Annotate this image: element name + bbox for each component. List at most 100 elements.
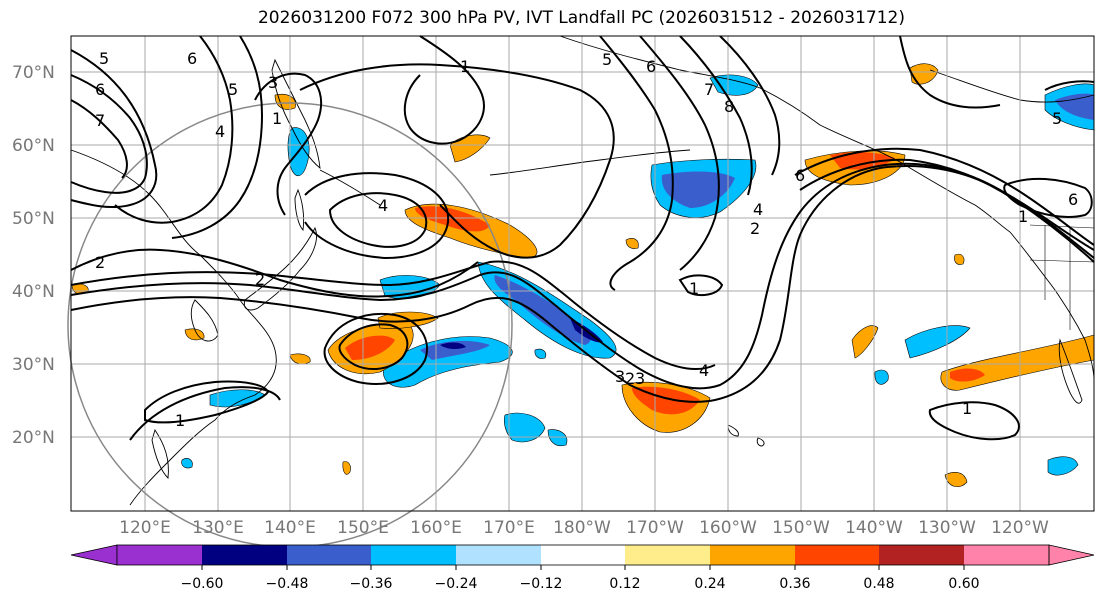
pv-contour-4-low xyxy=(328,192,428,248)
colorbar-tick-label: 0.60 xyxy=(948,576,979,592)
contour-label: 6 xyxy=(646,57,656,76)
colorbar: −0.60 −0.48 −0.36 −0.24 −0.12 0.12 0.24 … xyxy=(70,544,1095,592)
colorbar-tick-label: −0.36 xyxy=(350,576,393,592)
contour-label: 6 xyxy=(187,49,197,68)
lon-label-130e: 130°E xyxy=(192,518,244,538)
colorbar-bin xyxy=(710,545,795,565)
colorbar-bin xyxy=(795,545,879,565)
contour-label: 4 xyxy=(753,200,763,219)
shading-darkblue-japan xyxy=(420,340,490,360)
contour-label: 2 xyxy=(750,219,760,238)
pv-contour-ridge-bc-2 xyxy=(794,147,1095,246)
contour-label: 4 xyxy=(378,196,388,215)
coastlines xyxy=(70,35,1095,506)
coast-sakhalin xyxy=(294,188,305,231)
pv-contour-west-5 xyxy=(70,49,158,209)
shading-darkblue-band xyxy=(494,275,591,345)
colorbar-bin xyxy=(541,545,625,565)
pv-contour-1-sw-2 xyxy=(129,386,281,441)
coast-aleutians xyxy=(489,149,691,176)
pv-contour-trough-alaska xyxy=(599,35,674,291)
lon-label-150w: 150°W xyxy=(772,518,830,538)
lat-label-50n: 50°N xyxy=(12,209,55,229)
lat-label-60n: 60°N xyxy=(12,136,55,156)
colorbar-tick-label: 0.12 xyxy=(609,576,640,592)
shading-orange-sw xyxy=(944,472,968,488)
pv-contour-1-se xyxy=(928,401,1020,441)
shading-orange-ne xyxy=(851,325,879,359)
map-border xyxy=(70,35,1095,512)
colorbar-bin xyxy=(117,545,202,565)
coast-us-states xyxy=(1029,224,1095,330)
coast-philippines xyxy=(151,428,169,479)
longitude-labels: 120°E 130°E 140°E 150°E 160°E 170°E 180°… xyxy=(119,518,1049,538)
contour-label: 5 xyxy=(228,80,238,99)
pv-contour-cutoff-2 xyxy=(323,313,428,385)
contour-label: 8 xyxy=(724,97,734,116)
lon-label-160e: 160°E xyxy=(410,518,462,538)
pv-contours xyxy=(70,35,1095,441)
colorbar-extend-max xyxy=(1048,544,1095,566)
contour-labels: 5 6 7 6 5 4 3 1 4 2 2 1 5 6 7 8 1 3 4 2 … xyxy=(95,49,1078,430)
contour-label: 2 xyxy=(625,369,635,388)
shading-red-south xyxy=(345,335,395,360)
latitude-labels: 70°N 60°N 50°N 40°N 30°N 20°N xyxy=(12,63,55,448)
pv-contour-bc-6 xyxy=(1003,177,1093,218)
pv-contour-west-6 xyxy=(70,74,148,194)
colorbar-tick-label: −0.48 xyxy=(266,576,309,592)
pv-contour-cutoff-1 xyxy=(338,323,409,371)
contour-label: 1 xyxy=(175,411,185,430)
contour-label: 1 xyxy=(689,279,699,298)
colorbar-frame xyxy=(116,544,1050,566)
shading-blue-ne2 xyxy=(874,369,889,385)
shading-darkblue-bc xyxy=(1055,93,1094,120)
coast-japan xyxy=(243,226,317,311)
colorbar-tick-label: 0.36 xyxy=(779,576,810,592)
lon-label-150e: 150°E xyxy=(337,518,389,538)
shading-blue-sub3 xyxy=(547,429,568,447)
pv-contour-1-mid xyxy=(678,274,724,297)
lat-label-30n: 30°N xyxy=(12,355,55,375)
lon-label-140w: 140°W xyxy=(845,518,903,538)
pv-contour-ridge-bc xyxy=(799,158,1095,263)
contour-label: 3 xyxy=(615,367,625,386)
shading-blue-bering xyxy=(709,74,759,96)
shading-blue-sub2 xyxy=(503,412,546,443)
pv-contour-1-north xyxy=(403,35,485,145)
colorbar-bin xyxy=(879,545,964,565)
shading-orange-alaska xyxy=(909,63,939,85)
pv-contour-bc-5 xyxy=(1044,80,1095,91)
colorbar-bin xyxy=(202,545,287,565)
pv-contour-west-7 xyxy=(70,99,128,179)
lon-label-130w: 130°W xyxy=(918,518,976,538)
colorbar-bin xyxy=(964,545,1049,565)
pv-contour-3-low xyxy=(304,172,450,260)
contour-label: 7 xyxy=(704,80,714,99)
coast-asia xyxy=(70,149,277,506)
coast-kamchatka xyxy=(271,58,321,170)
shading-blue-ne xyxy=(904,325,971,359)
contour-label: 1 xyxy=(460,57,470,76)
coast-na-west xyxy=(1009,231,1095,381)
coast-hawaii xyxy=(727,424,765,447)
colorbar-tick-label: −0.12 xyxy=(520,576,563,592)
lon-label-180w: 180°W xyxy=(553,518,611,538)
contour-label: 6 xyxy=(795,166,805,185)
lat-label-40n: 40°N xyxy=(12,282,55,302)
colorbar-tick-label: −0.24 xyxy=(435,576,478,592)
contour-label: 3 xyxy=(268,73,278,92)
contour-label: 3 xyxy=(635,369,645,388)
pv-contour-1-big xyxy=(299,63,615,259)
contour-label: 1 xyxy=(1018,207,1028,226)
pv-contour-west-trough xyxy=(114,35,234,224)
contour-label: 7 xyxy=(95,111,105,130)
shading-blue-small1 xyxy=(181,458,193,469)
contour-label: 2 xyxy=(95,253,105,272)
colorbar-tick-label: −0.60 xyxy=(181,576,224,592)
pv-contour-1-sw xyxy=(144,380,270,424)
lon-label-170e: 170°E xyxy=(483,518,535,538)
pv-contour-kamchatka xyxy=(254,72,323,216)
shading-blue-sw xyxy=(1047,456,1079,476)
colorbar-bin xyxy=(371,545,456,565)
shading-darkblue-alaska xyxy=(661,171,735,208)
